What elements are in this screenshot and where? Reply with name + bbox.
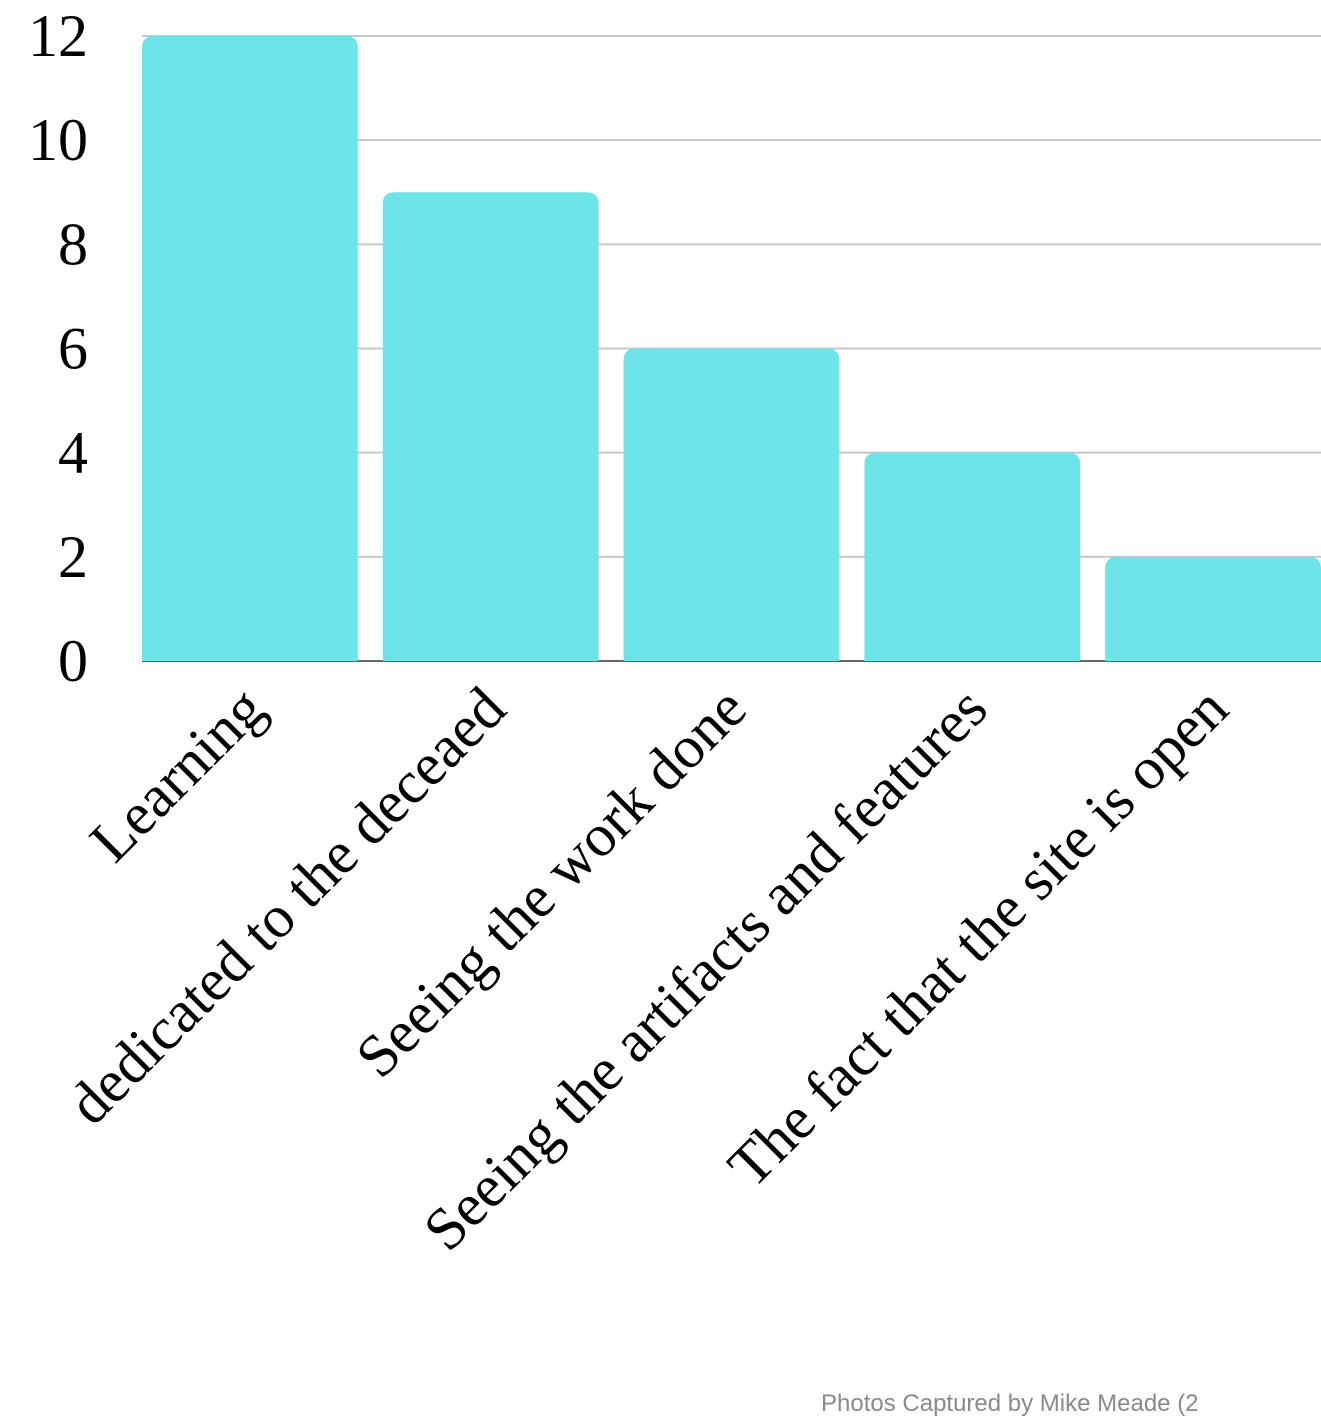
y-tick-label: 0 — [58, 628, 88, 694]
y-tick-label: 12 — [28, 3, 88, 69]
y-tick-label: 8 — [58, 211, 88, 277]
y-tick-label: 6 — [58, 316, 88, 382]
photo-credit: Photos Captured by Mike Meade (2 — [821, 1390, 1199, 1417]
bar — [142, 36, 358, 661]
bar — [623, 348, 840, 661]
x-category-label: dedicated to the deceaed — [55, 675, 517, 1137]
x-category-label: Learning — [77, 675, 277, 875]
y-tick-label: 4 — [58, 420, 88, 486]
bar — [1105, 556, 1321, 661]
x-category-label: The fact that the site is open — [715, 675, 1240, 1200]
y-axis-ticks: 0 2 4 6 8 10 12 — [28, 3, 88, 694]
bar — [382, 192, 599, 661]
bars — [142, 36, 1321, 661]
y-tick-label: 10 — [28, 107, 88, 173]
x-category-label: Seeing the work done — [343, 675, 758, 1090]
bar — [864, 452, 1081, 661]
y-tick-label: 2 — [58, 524, 88, 590]
